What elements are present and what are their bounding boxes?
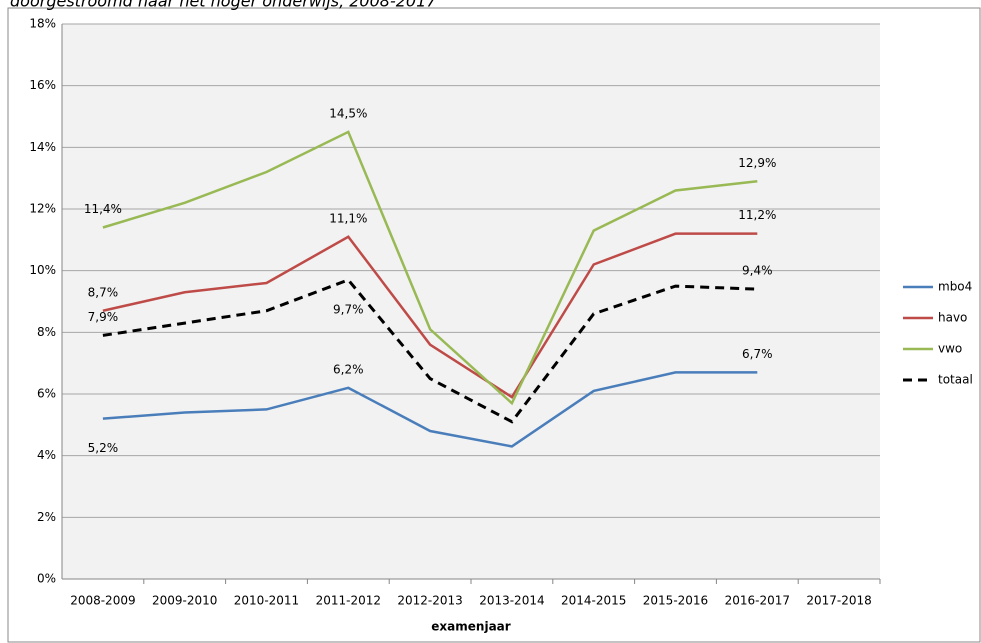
data-label: 8,7%	[88, 285, 119, 299]
legend-label: mbo4	[938, 280, 972, 294]
y-tick-label: 18%	[29, 17, 56, 31]
chart-title: doorgestroomd naar het hoger onderwijs, …	[10, 0, 437, 11]
y-tick-label: 8%	[37, 325, 56, 339]
y-tick-label: 6%	[37, 387, 56, 401]
series-line	[102, 232, 758, 399]
data-label: 9,4%	[742, 264, 773, 278]
x-tick-label: 2016-2017	[725, 594, 790, 608]
x-tick-label: 2011-2012	[316, 594, 381, 608]
data-label: 7,9%	[88, 310, 119, 324]
x-tick-label: 2015-2016	[643, 594, 708, 608]
y-tick-label: 4%	[37, 448, 56, 462]
data-label: 11,4%	[84, 202, 122, 216]
y-tick-label: 14%	[29, 140, 56, 154]
y-tick-label: 10%	[29, 263, 56, 277]
legend-label: vwo	[938, 342, 962, 356]
data-label: 12,9%	[738, 156, 776, 170]
x-axis-label: examenjaar	[431, 620, 510, 634]
data-label: 9,7%	[333, 302, 364, 316]
y-tick-label: 16%	[29, 78, 56, 92]
y-tick-label: 0%	[37, 572, 56, 586]
series-line	[102, 130, 758, 406]
x-tick-label: 2017-2018	[806, 594, 871, 608]
series-line	[102, 371, 758, 448]
data-label: 6,7%	[742, 347, 773, 361]
y-tick-label: 12%	[29, 202, 56, 216]
legend-label: havo	[938, 311, 967, 325]
x-tick-label: 2013-2014	[479, 594, 544, 608]
data-label: 5,2%	[88, 441, 119, 455]
x-tick-label: 2014-2015	[561, 594, 626, 608]
y-tick-label: 2%	[37, 510, 56, 524]
legend-label: totaal	[938, 373, 973, 387]
data-label: 11,2%	[738, 208, 776, 222]
x-tick-label: 2009-2010	[152, 594, 217, 608]
data-label: 11,1%	[329, 211, 367, 225]
data-label: 6,2%	[333, 362, 364, 376]
x-tick-label: 2010-2011	[234, 594, 299, 608]
x-tick-label: 2012-2013	[397, 594, 462, 608]
x-tick-label: 2008-2009	[70, 594, 135, 608]
plot-area	[62, 24, 880, 579]
series-line	[102, 278, 758, 424]
data-label: 14,5%	[329, 106, 367, 120]
